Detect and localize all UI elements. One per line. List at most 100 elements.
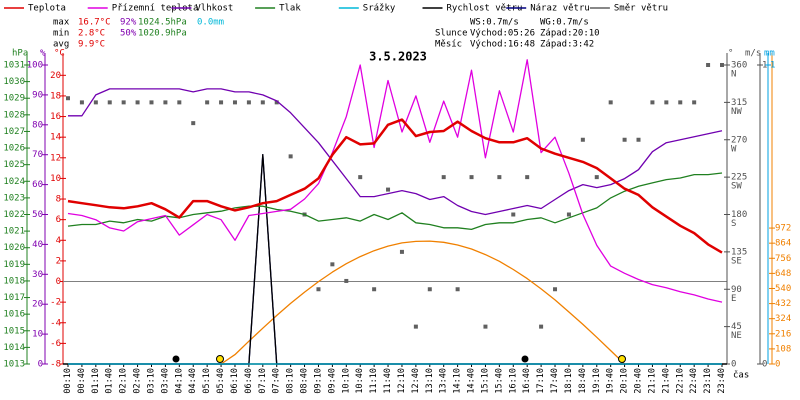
y-tick-label: 1022 xyxy=(3,210,25,220)
direction-point xyxy=(330,262,335,267)
y-tick-label: 1018 xyxy=(3,276,25,286)
direction-point xyxy=(191,121,196,126)
y-tick-label: 1028 xyxy=(3,110,25,120)
x-tick-label: 09:40 xyxy=(327,368,337,394)
y-tick-label: 0 xyxy=(38,360,43,370)
x-tick-label: 00:10 xyxy=(63,368,73,394)
direction-point xyxy=(706,63,711,67)
axis-title: ° xyxy=(728,49,733,59)
x-tick-label: 11:40 xyxy=(383,368,393,394)
direction-point xyxy=(497,175,502,180)
astro-text: Východ:16:48 xyxy=(470,40,535,50)
y-tick-label: 225 xyxy=(731,173,747,183)
y-tick-label: 40 xyxy=(32,240,43,250)
x-tick-label: 14:10 xyxy=(453,368,463,394)
legend-label: Směr větru xyxy=(614,4,668,14)
y-tick-label: 1 xyxy=(770,61,775,71)
direction-point xyxy=(66,96,70,101)
x-tick-label: 07:10 xyxy=(258,368,268,394)
direction-point xyxy=(580,137,585,142)
y-tick-label: 270 xyxy=(731,135,747,145)
y-tick-label: 100 xyxy=(27,61,43,71)
y-tick-label: 0 xyxy=(731,360,736,370)
compass-label: E xyxy=(731,294,736,304)
axis-title: m/s xyxy=(745,49,761,59)
astro-text: WS:0.7m/s xyxy=(470,18,519,28)
x-tick-label: 17:40 xyxy=(550,368,560,394)
y-tick-label: 1026 xyxy=(3,144,25,154)
y-tick-label: 756 xyxy=(775,254,791,264)
direction-point xyxy=(594,175,599,180)
series-line xyxy=(68,88,723,216)
y-tick-label: 10 xyxy=(32,330,43,340)
direction-point xyxy=(692,100,697,105)
x-tick-label: 11:10 xyxy=(369,368,379,394)
direction-point xyxy=(232,100,237,105)
y-tick-label: 90 xyxy=(32,90,43,100)
x-tick-label: 04:10 xyxy=(174,368,184,394)
chart-title: 3.5.2023 xyxy=(369,50,427,64)
y-tick-label: 216 xyxy=(775,329,791,339)
x-tick-label: 21:10 xyxy=(647,368,657,394)
x-tick-label: 06:40 xyxy=(244,368,254,394)
x-tick-label: 03:10 xyxy=(146,368,156,394)
axis-title: mm xyxy=(764,49,775,59)
stats-value: 1024.5hPa xyxy=(138,18,187,28)
x-tick-label: 07:40 xyxy=(272,368,282,394)
y-tick-label: 80 xyxy=(32,120,43,130)
direction-point xyxy=(469,175,474,180)
y-tick-label: -4 xyxy=(50,318,61,328)
y-tick-label: 648 xyxy=(775,269,791,279)
direction-point xyxy=(372,287,377,292)
x-tick-label: 20:40 xyxy=(634,368,644,394)
y-tick-label: 315 xyxy=(731,98,747,108)
x-tick-label: 02:10 xyxy=(119,368,129,394)
direction-point xyxy=(219,100,224,105)
x-tick-label: 01:10 xyxy=(91,368,101,394)
x-tick-label: 17:10 xyxy=(536,368,546,394)
y-tick-label: 20 xyxy=(32,300,43,310)
y-tick-label: -6 xyxy=(50,339,61,349)
direction-point xyxy=(525,175,530,180)
y-tick-label: 6 xyxy=(56,215,61,225)
direction-point xyxy=(163,100,168,105)
y-tick-label: 8 xyxy=(56,195,61,205)
y-tick-label: 18 xyxy=(50,91,61,101)
y-tick-label: 70 xyxy=(32,150,43,160)
x-tick-label: 14:40 xyxy=(467,368,477,394)
direction-point xyxy=(205,100,210,105)
direction-point xyxy=(566,212,571,217)
direction-point xyxy=(316,287,321,292)
sun-rise-marker xyxy=(216,355,224,363)
x-tick-label: 09:10 xyxy=(313,368,323,394)
y-tick-label: 108 xyxy=(775,344,791,354)
x-tick-label: 15:40 xyxy=(494,368,504,394)
direction-point xyxy=(427,287,432,292)
compass-label: SE xyxy=(731,256,742,266)
direction-point xyxy=(246,100,251,105)
y-tick-label: 50 xyxy=(32,210,43,220)
y-tick-label: 1027 xyxy=(3,127,25,137)
y-tick-label: 1016 xyxy=(3,310,25,320)
direction-point xyxy=(413,324,418,329)
legend-label: Náraz větru xyxy=(530,4,590,14)
x-axis-label: čas xyxy=(733,370,749,381)
direction-point xyxy=(664,100,669,105)
y-tick-label: 1031 xyxy=(3,61,25,71)
legend-label: Vlhkost xyxy=(195,4,233,14)
x-tick-label: 22:40 xyxy=(689,368,699,394)
y-tick-label: 1017 xyxy=(3,293,25,303)
x-tick-label: 18:40 xyxy=(578,368,588,394)
direction-point xyxy=(135,100,140,105)
direction-point xyxy=(177,100,182,105)
x-tick-label: 19:10 xyxy=(592,368,602,394)
legend-label: Přízemní teplota xyxy=(112,4,199,14)
y-tick-label: 972 xyxy=(775,224,791,234)
stats-value: 9.9°C xyxy=(78,40,105,50)
direction-point xyxy=(149,100,154,105)
y-tick-label: 16 xyxy=(50,112,61,122)
legend-label: Tlak xyxy=(279,4,301,14)
y-tick-label: 90 xyxy=(731,285,742,295)
direction-point xyxy=(636,137,641,142)
direction-point xyxy=(441,175,446,180)
